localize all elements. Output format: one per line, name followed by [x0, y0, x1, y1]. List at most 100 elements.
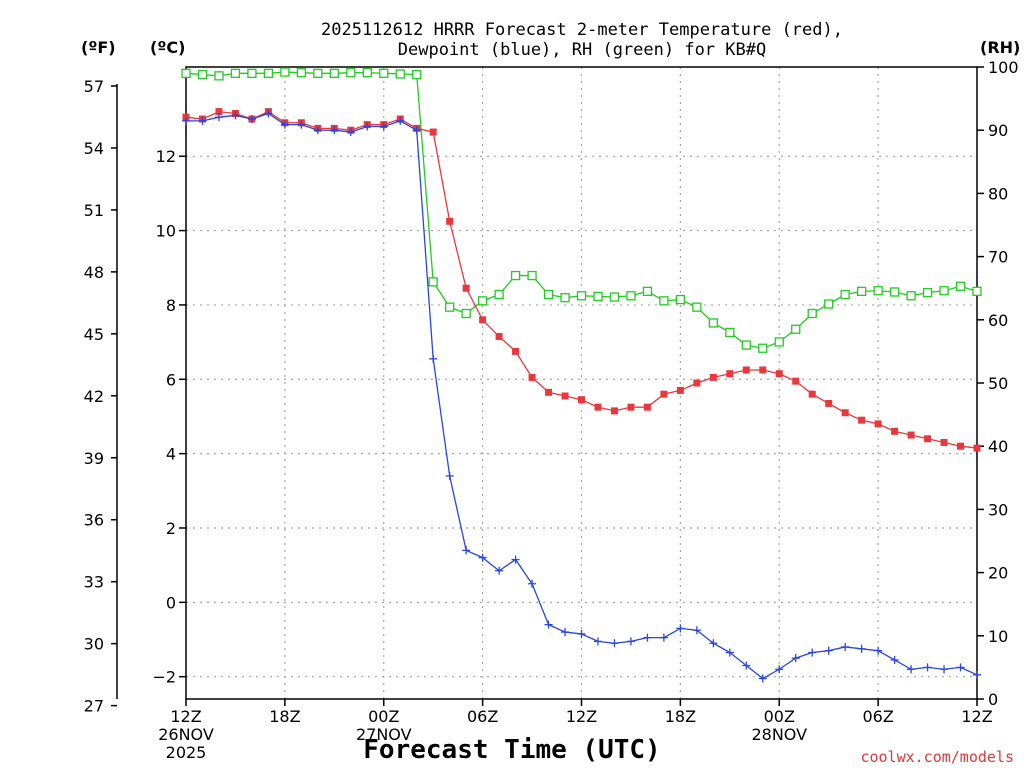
rh-point [230, 68, 241, 78]
dewpoint-point [841, 642, 850, 651]
dewpoint-point [247, 115, 256, 124]
fahrenheit-unit-label: (ºF) [81, 38, 116, 57]
celsius-tick-label: 2 [166, 519, 176, 538]
rh-tick-label: 80 [988, 184, 1008, 203]
temperature-point [528, 373, 536, 381]
dewpoint-point [561, 628, 570, 637]
rh-point [659, 296, 669, 306]
dewpoint-point [330, 126, 339, 135]
dewpoint-point [956, 663, 965, 672]
temperature-point [643, 403, 651, 411]
x-tick-label: 12Z [566, 707, 597, 726]
rh-point [494, 289, 504, 300]
rh-point [329, 68, 339, 78]
dewpoint-point [297, 120, 306, 129]
temperature-point [578, 396, 585, 404]
dewpoint-point [791, 654, 800, 663]
rh-point [873, 286, 883, 296]
dewpoint-point [412, 126, 421, 135]
dewpoint-point [528, 579, 537, 588]
celsius-tick-label: 8 [166, 296, 176, 315]
dewpoint-point [462, 546, 471, 555]
temperature-point [512, 347, 520, 355]
temperature-point [924, 435, 932, 443]
rh-point [972, 286, 982, 297]
dewpoint-point [808, 648, 817, 657]
rh-point [725, 327, 735, 338]
temperature-point [940, 438, 948, 446]
dewpoint-point [396, 116, 405, 125]
rh-point [379, 68, 389, 78]
temperature-point [726, 370, 734, 378]
dewpoint-point [610, 639, 619, 648]
rh-point [939, 286, 949, 296]
temperature-point [610, 407, 618, 415]
fahrenheit-tick-label: 33 [84, 573, 104, 592]
temperature-point [759, 366, 767, 374]
dewpoint-point [742, 661, 751, 670]
temperature-point [841, 409, 849, 417]
dewpoint-point [676, 624, 685, 633]
temperature-point [545, 388, 553, 396]
x-date-label: 26NOV [158, 725, 214, 744]
rh-point [807, 308, 817, 319]
celsius-tick-label: 6 [166, 370, 176, 389]
rh-point [527, 270, 537, 281]
rh-point [922, 287, 933, 298]
fahrenheit-tick-label: 39 [84, 449, 104, 468]
rh-tick-label: 20 [988, 564, 1008, 583]
rh-point [313, 68, 323, 78]
rh-point [675, 294, 686, 305]
rh-tick-label: 70 [988, 248, 1008, 267]
temperature-point [479, 316, 487, 324]
rh-tick-label: 100 [988, 58, 1019, 77]
rh-point [461, 308, 471, 319]
dewpoint-point [264, 109, 273, 118]
x-axis-label: Forecast Time (UTC) [363, 735, 660, 765]
rh-point [593, 291, 603, 302]
series-dewpoint [182, 109, 981, 683]
x-year-label: 2025 [166, 743, 207, 762]
celsius-tick-label: 12 [156, 147, 176, 166]
temperature-point [215, 108, 223, 116]
dewpoint-point [313, 126, 322, 135]
temperature-point [874, 420, 882, 428]
dewpoint-point [725, 648, 734, 657]
rh-point [263, 68, 274, 78]
dewpoint-point [758, 674, 767, 683]
dewpoint-point [429, 354, 438, 363]
temperature-point [907, 431, 915, 439]
fahrenheit-tick-label: 27 [84, 697, 104, 716]
rh-tick-label: 60 [988, 311, 1008, 330]
rh-tick-label: 40 [988, 437, 1008, 456]
rh-point [543, 289, 554, 300]
dewpoint-point [593, 637, 602, 646]
rh-point [214, 71, 224, 81]
fahrenheit-tick-label: 42 [84, 387, 104, 406]
rh-point [609, 292, 620, 302]
temperature-point [808, 390, 816, 398]
rh-unit-label: (RH) [980, 38, 1020, 57]
temperature-point [973, 444, 981, 452]
fahrenheit-tick-label: 36 [84, 511, 104, 530]
dewpoint-point [379, 122, 388, 131]
temperature-point [429, 128, 437, 136]
rh-point [774, 337, 784, 347]
temperature-point [693, 379, 701, 387]
rh-point [824, 299, 834, 309]
dewpoint-point [659, 633, 668, 642]
x-tick-label: 00Z [764, 707, 795, 726]
rh-point [955, 281, 966, 291]
dewpoint-point [907, 665, 916, 674]
rh-point [445, 302, 455, 312]
chart-title: 2025112612 HRRR Forecast 2-meter Tempera… [321, 20, 843, 40]
series-layer [181, 67, 982, 683]
dewpoint-point [182, 116, 190, 125]
temperature-point [858, 416, 866, 424]
rh-point [840, 289, 850, 300]
temperature-point [957, 442, 965, 450]
dewpoint-point [775, 665, 784, 674]
rh-tick-label: 0 [988, 690, 998, 709]
dewpoint-point [643, 633, 652, 642]
